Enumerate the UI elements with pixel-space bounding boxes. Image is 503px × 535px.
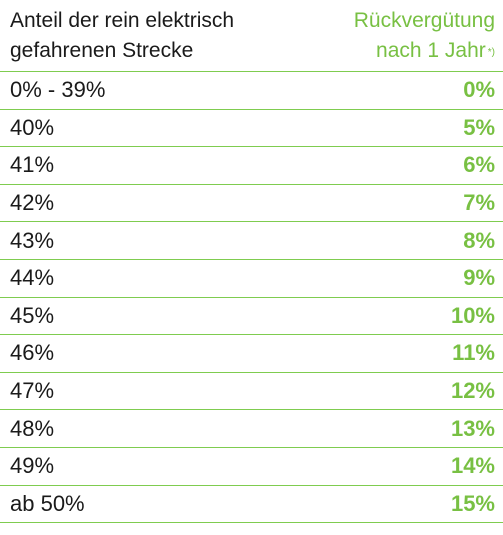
row-value: 11% [452, 340, 495, 366]
row-value: 5% [463, 114, 495, 140]
table-row: ab 50% 15% [0, 486, 503, 524]
row-value: 0% [463, 77, 495, 103]
table-row: 40% 5% [0, 110, 503, 148]
header-refund-line2-wrap: nach 1 Jahr *) [307, 36, 495, 66]
row-value: 13% [450, 415, 495, 441]
table-row: 49% 14% [0, 448, 503, 486]
table-row: 46% 11% [0, 335, 503, 373]
header-refund-line1: Rückvergütung [353, 9, 495, 32]
table-row: 44% 9% [0, 260, 503, 298]
table-row: 42% 7% [0, 185, 503, 223]
table-row: 47% 12% [0, 373, 503, 411]
row-value: 7% [463, 190, 495, 216]
header-electric-share: Anteil der rein elektrisch gefahrenen St… [10, 6, 307, 71]
row-label: 48% [10, 415, 55, 441]
row-value: 10% [450, 302, 495, 328]
row-label: 46% [10, 340, 55, 366]
row-label: 40% [10, 114, 55, 140]
row-label: 41% [10, 152, 55, 178]
row-label: 43% [10, 227, 55, 253]
table-header: Anteil der rein elektrisch gefahrenen St… [0, 0, 503, 72]
table-row: 0% - 39% 0% [0, 72, 503, 110]
row-label: 49% [10, 453, 55, 479]
row-label: 47% [10, 378, 55, 404]
table-row: 45% 10% [0, 298, 503, 336]
row-value: 15% [450, 490, 495, 516]
table-row: 48% 13% [0, 410, 503, 448]
header-refund-line2: nach 1 Jahr [376, 39, 486, 62]
table-body: 0% - 39% 0% 40% 5% 41% 6% 42% 7% 43% 8% … [0, 72, 503, 524]
header-refund: Rückvergütung nach 1 Jahr *) [307, 6, 495, 71]
row-label: 44% [10, 265, 55, 291]
row-value: 14% [450, 453, 495, 479]
row-label: 42% [10, 190, 55, 216]
table-row: 43% 8% [0, 222, 503, 260]
row-value: 9% [463, 265, 495, 291]
row-value: 6% [463, 152, 495, 178]
row-label: 0% - 39% [10, 77, 106, 103]
header-electric-share-line2: gefahrenen Strecke [10, 39, 194, 62]
header-electric-share-line1: Anteil der rein elektrisch [10, 9, 235, 32]
row-label: 45% [10, 302, 55, 328]
row-value: 12% [450, 378, 495, 404]
header-refund-footnote: *) [487, 47, 495, 58]
row-label: ab 50% [10, 490, 85, 516]
table-row: 41% 6% [0, 147, 503, 185]
row-value: 8% [463, 227, 495, 253]
